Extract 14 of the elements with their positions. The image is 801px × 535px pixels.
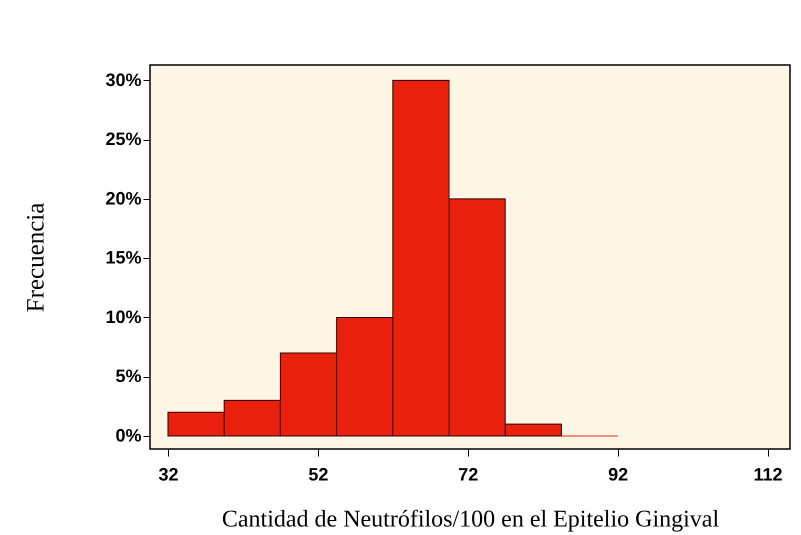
y-tick-label: 30% — [105, 70, 142, 90]
x-tick-label: 72 — [458, 464, 478, 484]
x-tick-label: 32 — [158, 464, 178, 484]
y-tick-label: 25% — [105, 129, 142, 150]
y-tick-label: 0% — [115, 425, 142, 446]
x-axis-title: Cantidad de Neutrófilos/100 en el Epitelio Gingival — [222, 506, 720, 532]
y-tick-label: 5% — [115, 366, 142, 386]
x-tick-label: 52 — [308, 464, 328, 484]
y-tick-label: 15% — [105, 248, 142, 268]
y-axis-title: Frecuencia — [22, 202, 50, 312]
x-tick-label: 112 — [753, 464, 783, 484]
y-tick-label: 20% — [105, 188, 142, 208]
x-tick-label: 92 — [608, 464, 628, 484]
y-tick-label: 10% — [105, 306, 142, 327]
